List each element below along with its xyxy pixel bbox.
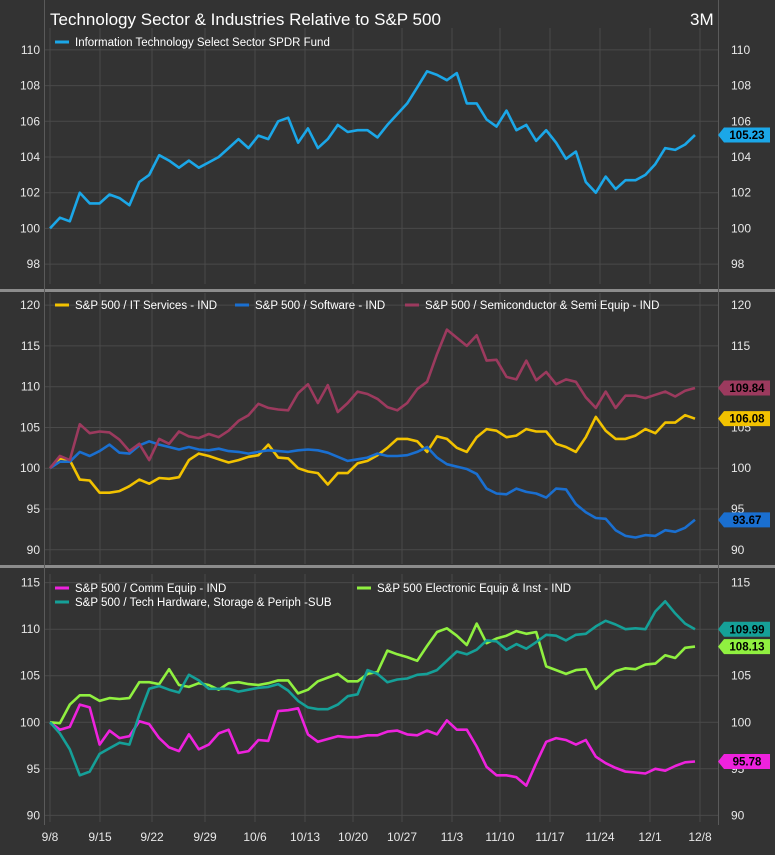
y-tick-label-left: 95 xyxy=(27,502,41,516)
y-tick-label-left: 110 xyxy=(21,380,40,394)
x-tick-label: 9/29 xyxy=(193,830,217,844)
y-tick-label-right: 110 xyxy=(731,43,750,57)
y-tick-label-right: 100 xyxy=(731,221,751,235)
last-value-badge xyxy=(718,411,770,427)
y-tick-label-right: 120 xyxy=(731,298,751,312)
last-value-label: 106.08 xyxy=(729,414,765,426)
y-tick-label-right: 104 xyxy=(731,150,751,164)
last-value-label: 95.78 xyxy=(733,757,762,769)
y-tick-label-left: 105 xyxy=(20,669,40,683)
y-tick-label-right: 115 xyxy=(731,576,750,590)
legend-label: S&P 500 Electronic Equip & Inst - IND xyxy=(377,583,571,595)
y-tick-label-left: 110 xyxy=(21,43,40,57)
y-tick-label-left: 110 xyxy=(21,622,40,636)
legend-label: S&P 500 / Semiconductor & Semi Equip - I… xyxy=(425,300,659,312)
y-tick-label-right: 105 xyxy=(731,669,751,683)
x-tick-label: 10/13 xyxy=(290,830,320,844)
y-tick-label-left: 105 xyxy=(20,420,40,434)
last-value-badge xyxy=(718,127,770,143)
series-layer xyxy=(48,70,696,787)
legend-label: S&P 500 / Software - IND xyxy=(255,300,385,312)
y-tick-label-right: 102 xyxy=(731,186,751,200)
x-tick-label: 10/20 xyxy=(338,830,368,844)
top-panel-bg xyxy=(0,0,775,290)
y-tick-label-left: 100 xyxy=(20,461,40,475)
last-value-badge xyxy=(718,754,770,770)
legend-label: S&P 500 / Tech Hardware, Storage & Perip… xyxy=(75,597,332,609)
y-tick-label-left: 115 xyxy=(21,339,40,353)
last-value-label: 109.99 xyxy=(729,624,764,636)
x-tick-label: 12/1 xyxy=(638,830,662,844)
x-tick-label: 11/10 xyxy=(485,830,514,844)
y-tick-label-left: 108 xyxy=(20,79,40,93)
series-line-s-p-500-comm-equip-ind xyxy=(49,703,696,787)
x-tick-label: 11/17 xyxy=(535,830,564,844)
panel-divider-2 xyxy=(0,565,775,568)
series-line-information-technology-select-sector-spdr-fund xyxy=(49,70,696,230)
legend-label: S&P 500 / Comm Equip - IND xyxy=(75,583,226,595)
y-tick-label-right: 90 xyxy=(731,543,745,557)
y-tick-label-right: 108 xyxy=(731,79,751,93)
last-value-badge xyxy=(718,512,770,528)
last-value-label: 108.13 xyxy=(729,642,764,654)
last-value-badge xyxy=(718,639,770,655)
y-tick-label-left: 98 xyxy=(27,257,41,271)
series-line-s-p-500-it-services-ind xyxy=(49,413,696,495)
series-line-s-p-500-tech-hardware-storage-periph-sub xyxy=(49,599,696,777)
y-tick-label-left: 106 xyxy=(20,114,40,128)
y-tick-label-right: 106 xyxy=(731,114,751,128)
legend-label: S&P 500 / IT Services - IND xyxy=(75,300,217,312)
y-tick-label-left: 90 xyxy=(27,543,41,557)
y-tick-label-left: 100 xyxy=(20,221,40,235)
y-tick-label-left: 115 xyxy=(21,576,40,590)
y-tick-label-left: 100 xyxy=(20,715,40,729)
last-value-label: 93.67 xyxy=(733,515,762,527)
chart-title: Technology Sector & Industries Relative … xyxy=(50,10,441,29)
x-tick-label: 10/27 xyxy=(387,830,417,844)
x-tick-label: 9/8 xyxy=(42,830,59,844)
plot-right-border xyxy=(718,0,719,825)
y-tick-label-left: 102 xyxy=(20,186,40,200)
last-value-badge xyxy=(718,380,770,396)
last-value-label: 105.23 xyxy=(729,130,764,142)
x-tick-label: 11/24 xyxy=(585,830,614,844)
y-tick-label-right: 100 xyxy=(731,715,751,729)
period-label: 3M xyxy=(690,10,714,29)
y-tick-label-left: 90 xyxy=(27,808,41,822)
x-tick-label: 12/8 xyxy=(688,830,712,844)
x-tick-label: 10/6 xyxy=(243,830,267,844)
y-tick-label-right: 98 xyxy=(731,257,745,271)
grid-layer xyxy=(45,28,718,822)
label-layer: 98 98 100 100 102 102 104 104 106 106 108 108 110 110… xyxy=(20,37,770,844)
y-tick-label-left: 120 xyxy=(20,298,40,312)
x-tick-label: 11/3 xyxy=(441,830,464,844)
x-tick-label: 9/22 xyxy=(140,830,164,844)
legend-label: Information Technology Select Sector SPD… xyxy=(75,37,330,49)
y-tick-label-right: 115 xyxy=(731,339,750,353)
plot-left-border xyxy=(44,0,45,825)
last-value-badge xyxy=(718,621,770,637)
y-tick-label-right: 100 xyxy=(731,461,751,475)
bottom-panel-bg xyxy=(0,568,775,855)
y-tick-label-left: 95 xyxy=(27,762,41,776)
y-tick-label-right: 90 xyxy=(731,808,745,822)
y-tick-label-left: 104 xyxy=(20,150,40,164)
series-line-s-p-500-semiconductor-semi-equip-ind xyxy=(48,328,696,470)
last-value-label: 109.84 xyxy=(729,383,765,395)
panel-divider-1 xyxy=(0,289,775,292)
x-tick-label: 9/15 xyxy=(88,830,112,844)
